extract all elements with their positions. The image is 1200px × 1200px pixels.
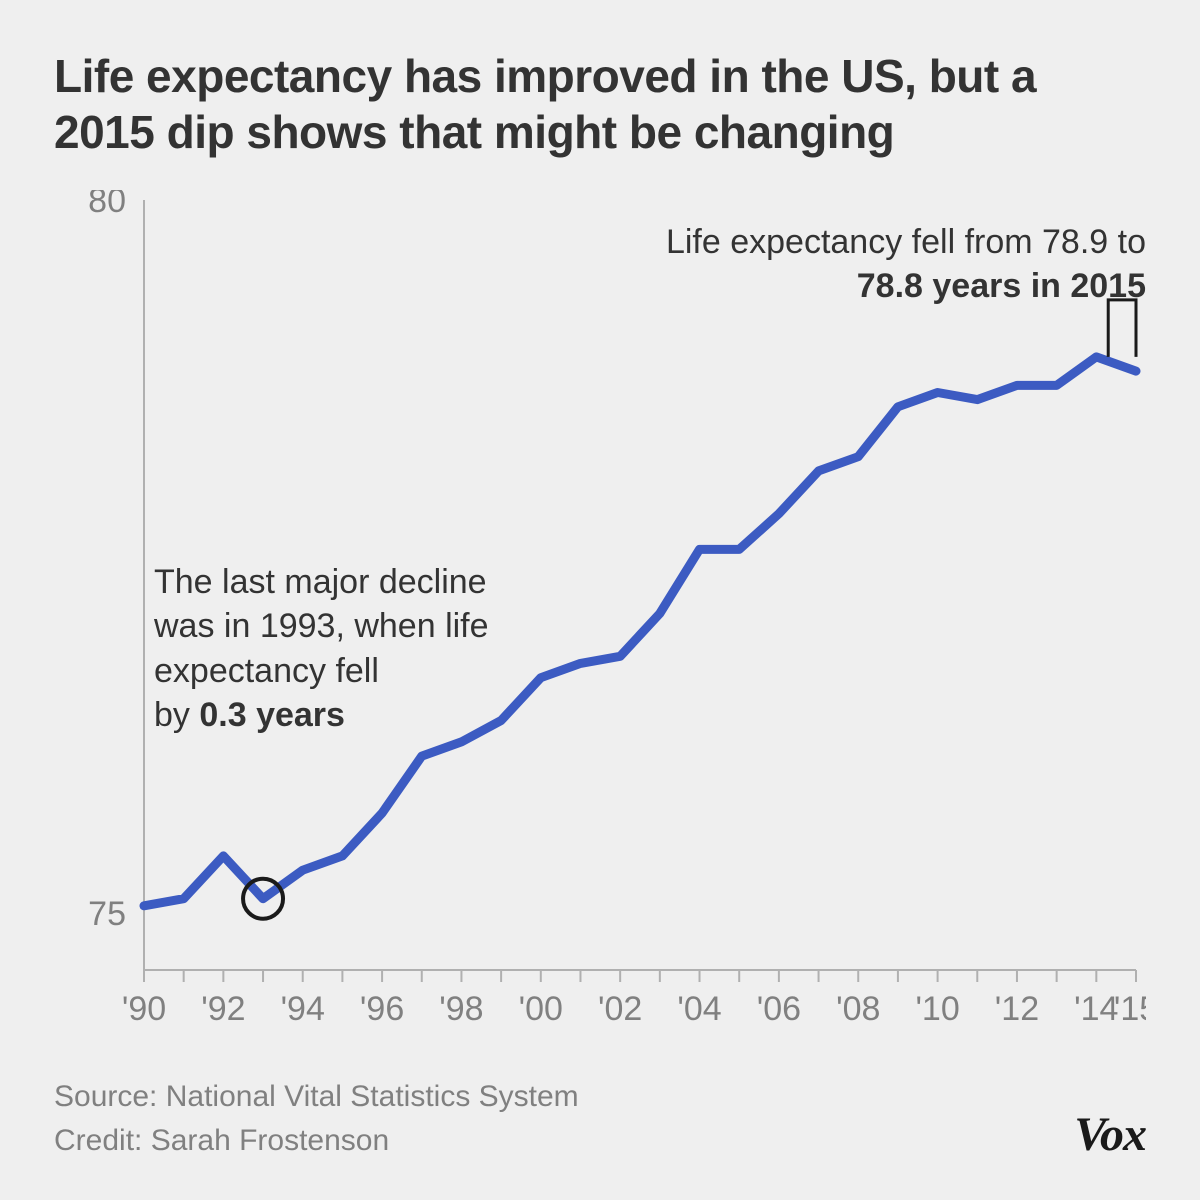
svg-text:'15: '15 (1114, 990, 1146, 1028)
annotation-2015: Life expectancy fell from 78.9 to 78.8 y… (666, 220, 1146, 308)
svg-text:'12: '12 (995, 990, 1039, 1028)
svg-text:'02: '02 (598, 990, 642, 1028)
annotation-1993-line3: expectancy fell (154, 652, 379, 690)
svg-text:'04: '04 (677, 990, 721, 1028)
chart-meta: Source: National Vital Statistics System… (54, 1075, 579, 1162)
svg-text:'94: '94 (281, 990, 325, 1028)
chart-title: Life expectancy has improved in the US, … (54, 48, 1146, 160)
svg-text:'08: '08 (836, 990, 880, 1028)
source-value: National Vital Statistics System (166, 1080, 579, 1113)
annotation-1993-line1: The last major decline (154, 563, 487, 601)
credit-value: Sarah Frostenson (151, 1124, 389, 1157)
annotation-2015-line1: Life expectancy fell from 78.9 to (666, 223, 1146, 261)
credit-line: Credit: Sarah Frostenson (54, 1119, 579, 1163)
svg-text:'06: '06 (757, 990, 801, 1028)
chart-area: '90 '92 '94 '96 '98 '00 '02 '04 '06 '08 '10 '12 '14'… (54, 190, 1146, 1060)
svg-text:75: 75 (88, 895, 126, 933)
svg-text:'96: '96 (360, 990, 404, 1028)
source-line: Source: National Vital Statistics System (54, 1075, 579, 1119)
annotation-1993-line4-bold: 0.3 years (199, 696, 345, 734)
credit-label: Credit: (54, 1124, 151, 1157)
svg-text:'98: '98 (439, 990, 483, 1028)
svg-text:'00: '00 (519, 990, 563, 1028)
svg-text:'10: '10 (915, 990, 959, 1028)
annotation-1993: The last major decline was in 1993, when… (154, 560, 489, 737)
svg-text:80: 80 (88, 190, 126, 220)
svg-text:'92: '92 (201, 990, 245, 1028)
chart-footer: Source: National Vital Statistics System… (54, 1075, 1146, 1162)
annotation-1993-line2: was in 1993, when life (154, 607, 489, 645)
annotation-2015-line2: 78.8 years in 2015 (857, 267, 1146, 305)
vox-logo: Vox (1074, 1107, 1146, 1162)
svg-text:'14: '14 (1074, 990, 1118, 1028)
annotation-1993-line4-prefix: by (154, 696, 199, 734)
svg-text:'90: '90 (122, 990, 166, 1028)
source-label: Source: (54, 1080, 166, 1113)
